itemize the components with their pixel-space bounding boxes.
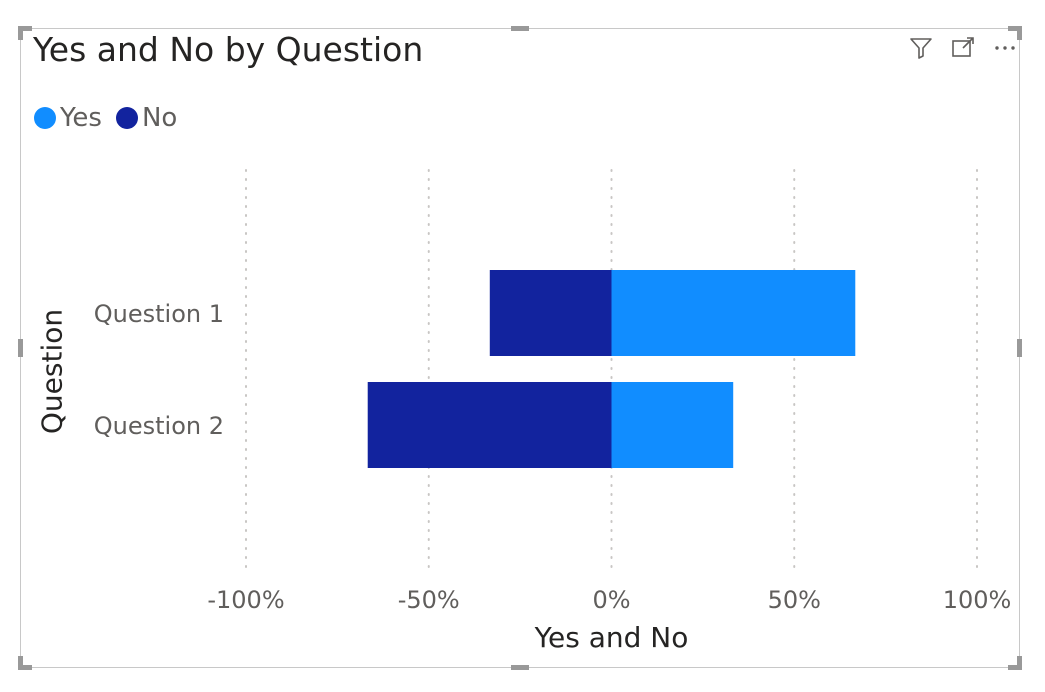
resize-handle-top-right-v[interactable] <box>1017 26 1022 40</box>
visual-header-icons <box>907 34 1019 62</box>
legend-label-yes: Yes <box>60 103 102 133</box>
focus-mode-icon[interactable] <box>949 34 977 62</box>
chart-title: Yes and No by Question <box>33 30 424 69</box>
x-tick-label: -50% <box>398 586 460 614</box>
legend-marker-yes <box>34 107 56 129</box>
resize-handle-bottom-left-v[interactable] <box>18 656 23 670</box>
y-category-label: Question 1 <box>94 300 224 328</box>
resize-handle-top-right[interactable] <box>1008 26 1022 31</box>
chart-legend: Yes No <box>34 103 177 133</box>
x-tick-label: -100% <box>207 586 284 614</box>
resize-handle-bottom-right-v[interactable] <box>1017 656 1022 670</box>
x-tick-label: 0% <box>592 586 630 614</box>
x-axis-title: Yes and No <box>534 621 689 654</box>
filter-icon[interactable] <box>907 34 935 62</box>
resize-handle-top-left-v[interactable] <box>18 26 23 40</box>
bar-no[interactable] <box>489 270 612 356</box>
bar-yes[interactable] <box>611 382 734 468</box>
bar-no[interactable] <box>367 382 612 468</box>
bar-yes[interactable] <box>611 270 856 356</box>
more-options-icon[interactable] <box>991 34 1019 62</box>
resize-handle-right[interactable] <box>1017 339 1022 357</box>
x-tick-label: 100% <box>943 586 1012 614</box>
resize-handle-left[interactable] <box>18 339 23 357</box>
resize-handle-top-left[interactable] <box>18 26 32 31</box>
resize-handle-bottom[interactable] <box>511 665 529 670</box>
resize-handle-bottom-left[interactable] <box>18 665 32 670</box>
legend-item-yes[interactable]: Yes <box>34 103 102 133</box>
y-category-label: Question 2 <box>94 412 224 440</box>
legend-marker-no <box>115 107 138 129</box>
x-tick-label: 50% <box>768 586 821 614</box>
legend-label-no: No <box>141 103 178 133</box>
legend-item-no[interactable]: No <box>115 103 178 133</box>
resize-handle-top[interactable] <box>511 26 529 31</box>
resize-handle-bottom-right[interactable] <box>1008 665 1022 670</box>
